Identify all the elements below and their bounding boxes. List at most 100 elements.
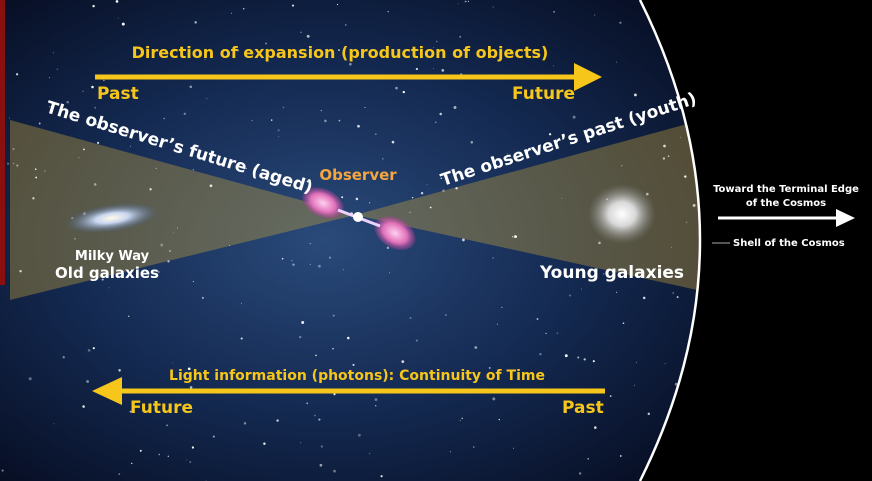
- star: [321, 445, 323, 447]
- star: [278, 136, 279, 137]
- star: [623, 322, 625, 324]
- star: [343, 269, 344, 270]
- star: [74, 238, 76, 240]
- star: [318, 265, 321, 268]
- star: [131, 463, 132, 464]
- star: [577, 357, 579, 359]
- star: [553, 65, 554, 66]
- star: [341, 196, 343, 198]
- star: [83, 149, 85, 151]
- star: [672, 292, 674, 294]
- star: [82, 91, 83, 92]
- diagram: Direction of expansion (production of ob…: [0, 0, 872, 481]
- star: [158, 454, 160, 456]
- star: [512, 236, 513, 237]
- star: [82, 405, 85, 408]
- star: [587, 458, 589, 460]
- star: [307, 35, 310, 38]
- star: [462, 239, 465, 242]
- star: [450, 451, 451, 452]
- star: [693, 204, 696, 207]
- star: [57, 69, 58, 70]
- star: [403, 91, 405, 93]
- star: [545, 333, 546, 334]
- star: [557, 333, 558, 334]
- star: [44, 170, 45, 171]
- star: [333, 315, 335, 317]
- star: [310, 264, 311, 265]
- star: [636, 362, 637, 363]
- star: [389, 272, 390, 273]
- star: [16, 164, 18, 166]
- star: [301, 321, 304, 324]
- star: [39, 123, 41, 125]
- star: [387, 11, 389, 13]
- star: [160, 244, 163, 247]
- star: [94, 107, 96, 109]
- star: [29, 377, 32, 380]
- star: [663, 145, 666, 148]
- star: [310, 243, 311, 244]
- star: [392, 141, 395, 144]
- star: [610, 395, 612, 397]
- star: [202, 297, 204, 299]
- bottom-arrow-start: Past: [562, 398, 604, 418]
- star: [416, 340, 418, 342]
- star: [53, 52, 54, 53]
- star: [213, 436, 215, 438]
- star: [128, 316, 129, 317]
- bottom-arrow-label: Light information (photons): Continuity …: [169, 368, 545, 384]
- star: [167, 260, 169, 262]
- star: [12, 148, 14, 150]
- star: [441, 69, 444, 72]
- star: [2, 470, 4, 472]
- star: [537, 318, 539, 320]
- star: [186, 460, 187, 461]
- star: [445, 314, 446, 315]
- star: [439, 113, 442, 116]
- star: [513, 448, 514, 449]
- side-strip: [0, 0, 5, 285]
- star: [435, 122, 437, 124]
- star: [643, 297, 646, 300]
- star: [620, 455, 622, 457]
- star: [598, 242, 601, 245]
- star: [62, 356, 64, 358]
- star: [122, 23, 125, 26]
- star: [665, 363, 666, 364]
- star: [321, 110, 322, 111]
- star: [54, 423, 55, 424]
- star: [320, 464, 323, 467]
- star: [433, 68, 434, 69]
- star: [387, 247, 389, 249]
- edge-label: of the Cosmos: [746, 198, 826, 209]
- star: [565, 354, 568, 357]
- star: [465, 1, 467, 3]
- shell-label: Shell of the Cosmos: [733, 238, 845, 249]
- star: [35, 168, 37, 170]
- star: [616, 62, 617, 63]
- star: [149, 188, 151, 190]
- star: [292, 264, 294, 266]
- star: [462, 418, 463, 419]
- star: [514, 235, 517, 238]
- star: [375, 405, 376, 406]
- star: [648, 413, 650, 415]
- star: [584, 358, 586, 360]
- star: [395, 87, 398, 90]
- edge-label: Toward the Terminal Edge: [713, 184, 859, 195]
- star: [324, 120, 327, 123]
- star: [19, 270, 21, 272]
- star: [177, 228, 178, 229]
- star: [32, 197, 34, 199]
- star: [493, 6, 494, 7]
- star: [369, 453, 370, 454]
- top-arrow-label: Direction of expansion (production of ob…: [132, 43, 549, 62]
- star: [299, 336, 301, 338]
- star: [471, 141, 474, 144]
- star: [292, 5, 294, 7]
- star: [357, 125, 360, 128]
- star: [427, 184, 428, 185]
- star: [241, 303, 242, 304]
- milky-way-label: Milky Way: [75, 249, 150, 264]
